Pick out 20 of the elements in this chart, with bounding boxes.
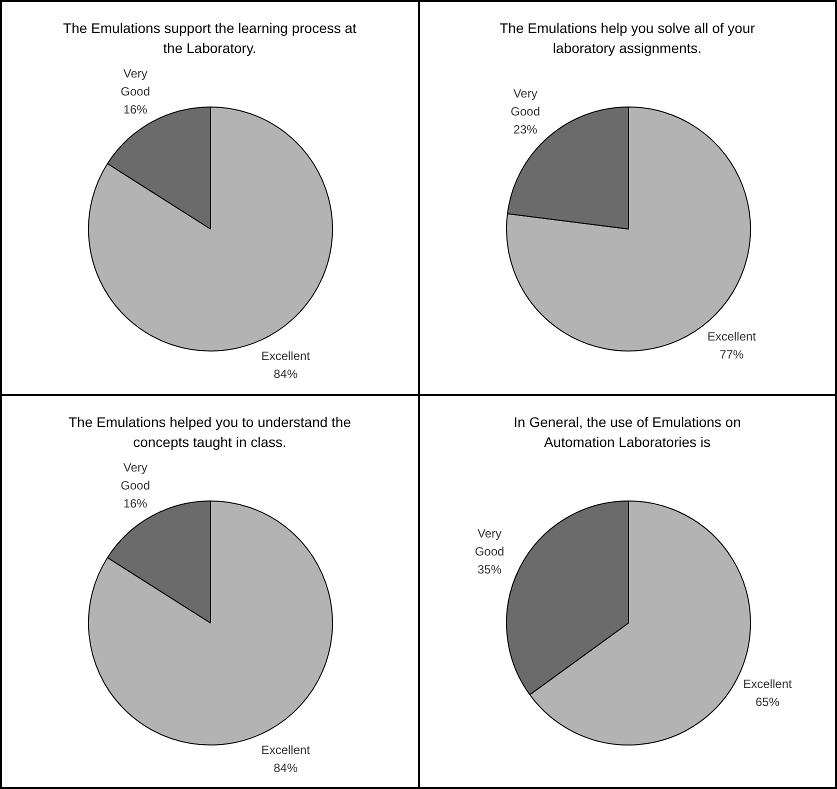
slice-label: Excellent: [261, 742, 311, 757]
slice-label: Excellent: [261, 349, 311, 364]
data-label: 84%: [274, 760, 298, 775]
chart-title: The Emulations helped you to understand the concepts taught in class.: [67, 412, 352, 452]
slice-label: Excellent: [706, 329, 756, 344]
slice-label: Very Good: [474, 526, 504, 558]
data-label: 35%: [476, 562, 502, 576]
slice-label: Very Good: [120, 460, 150, 492]
data-label: 84%: [274, 367, 298, 382]
data-label: 16%: [123, 102, 148, 117]
slice-label: Very Good: [120, 66, 150, 99]
data-label: 16%: [123, 496, 148, 510]
chart-title: The Emulations support the learning process at the Laboratory.: [62, 19, 358, 58]
data-label: 23%: [512, 122, 538, 136]
chart-title: The Emulations help you solve all of your laboratory assignments.: [498, 19, 756, 58]
chart-title: In General, the use of Emulations on Automation Laboratories is: [512, 412, 742, 452]
data-label: 65%: [754, 694, 780, 709]
slice-label: Excellent: [742, 676, 792, 691]
slice-label: Very Good: [510, 86, 540, 118]
data-label: 77%: [719, 347, 744, 362]
